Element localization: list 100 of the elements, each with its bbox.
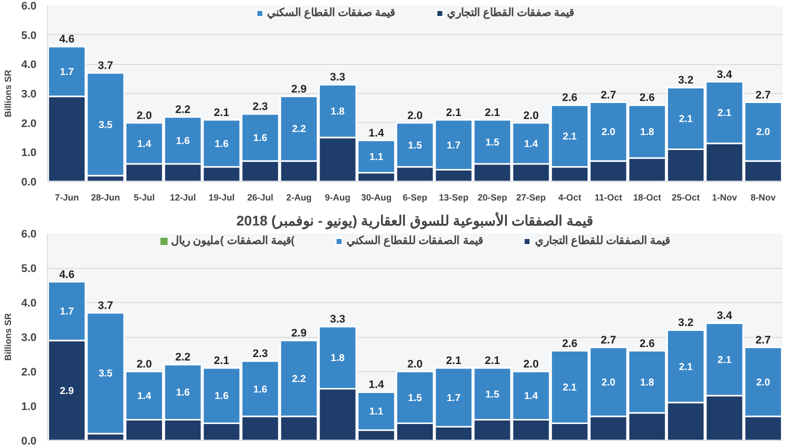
total-label: 3.4: [716, 310, 733, 322]
total-label: 2.1: [214, 355, 230, 368]
legend-label: قيمة صفقات القطاع التجاري: [447, 6, 574, 19]
data-label: 1.4: [524, 138, 538, 150]
x-tick-label: 2-Aug: [286, 192, 312, 202]
y-tick-label: 5.0: [21, 263, 37, 275]
x-tick-label: 12-Jul: [170, 192, 196, 202]
total-label: 3.4: [716, 68, 733, 81]
data-label: 1.5: [408, 140, 422, 152]
total-label: 2.3: [252, 348, 268, 360]
legend-label: قيمة الصفقات للقطاع السكني: [346, 234, 483, 247]
x-tick-label: 19-Jul: [208, 192, 235, 202]
total-label: 3.3: [330, 72, 346, 84]
x-tick-label: 27-Sep: [516, 192, 546, 202]
data-label: 3.5: [98, 368, 113, 380]
x-tick-label: 30-Aug: [361, 192, 392, 202]
data-label: 1.5: [485, 137, 500, 148]
total-label: 2.9: [291, 83, 307, 96]
x-tick-label: 8-Nov: [750, 192, 776, 202]
total-label: 3.3: [330, 314, 346, 326]
y-tick-label: 1.0: [21, 401, 37, 413]
data-label: 2.0: [756, 377, 771, 388]
y-tick-label: 2.0: [21, 366, 37, 378]
x-tick-label: 26-Jul: [247, 192, 274, 202]
total-label: 2.7: [600, 334, 616, 346]
data-label: 1.6: [214, 391, 229, 402]
total-label: 2.6: [562, 338, 578, 350]
data-label: 2.1: [562, 132, 578, 143]
total-label: 2.6: [639, 92, 655, 104]
total-label: 3.2: [678, 74, 694, 87]
data-label: 1.7: [60, 67, 74, 78]
y-axis-title: Billions SR: [3, 69, 14, 118]
total-label: 2.7: [756, 89, 771, 102]
data-label: 2.0: [756, 127, 771, 138]
data-label: 1.1: [369, 406, 384, 418]
data-label: 1.7: [446, 392, 462, 404]
total-label: 2.6: [639, 338, 655, 350]
data-label: 3.5: [98, 120, 113, 131]
x-tick-label: 28-Jun: [91, 192, 120, 202]
legend-label: قيمة الصفقات للقطاع التجاري: [534, 234, 670, 247]
data-label: 1.6: [176, 388, 190, 399]
data-label: 2.0: [601, 127, 616, 138]
x-tick-label: 6-Sep: [402, 192, 428, 202]
y-tick-label: 0.0: [21, 176, 37, 188]
total-label: 2.1: [446, 355, 462, 368]
total-label: 2.1: [484, 355, 500, 368]
data-label: 2.2: [292, 124, 306, 136]
x-tick-label: 25-Oct: [672, 192, 700, 202]
data-label: 2.1: [718, 108, 732, 120]
x-tick-label: 7-Jun: [54, 192, 79, 202]
y-tick-label: 3.0: [21, 88, 37, 100]
total-label: 1.4: [368, 127, 385, 140]
data-label: 1.5: [408, 392, 422, 404]
total-label: 2.0: [136, 110, 152, 122]
data-label: 2.1: [562, 382, 578, 394]
y-tick-label: 2.0: [21, 118, 37, 130]
data-label: 1.6: [253, 133, 268, 144]
y-axis-title: Billions SR: [3, 312, 14, 361]
x-tick-label: 4-Oct: [558, 192, 582, 202]
y-tick-label: 6.0: [21, 0, 37, 12]
total-label: 2.9: [291, 327, 307, 340]
x-tick-label: 20-Sep: [478, 192, 508, 202]
y-tick-label: 3.0: [21, 332, 37, 344]
data-label: 2.1: [718, 354, 732, 366]
data-label: 2.1: [678, 362, 694, 373]
total-label: 2.0: [407, 110, 423, 122]
y-tick-label: 1.0: [21, 147, 37, 160]
total-label: 2.2: [175, 352, 191, 364]
legend-label: قيمة صفقات القطاع السكني: [266, 6, 395, 19]
data-label: 2.9: [60, 386, 74, 397]
total-label: 2.0: [523, 358, 539, 370]
x-tick-label: 9-Aug: [324, 192, 350, 202]
data-label: 1.4: [524, 391, 538, 402]
total-label: 2.0: [136, 358, 152, 370]
y-tick-label: 6.0: [21, 228, 37, 240]
x-tick-label: 11-Oct: [594, 192, 622, 202]
data-label: 1.4: [137, 391, 152, 402]
data-label: 2.2: [292, 374, 306, 385]
total-label: 2.7: [600, 89, 616, 102]
x-tick-label: 1-Nov: [712, 192, 737, 202]
data-label: 1.4: [137, 138, 152, 150]
data-label: 1.8: [330, 353, 346, 364]
legend-label: قيمة الصفقات )مليون ريال(: [171, 234, 295, 247]
total-label: 2.6: [562, 92, 578, 104]
total-label: 1.4: [368, 379, 385, 392]
y-tick-label: 5.0: [21, 30, 37, 42]
data-label: 1.8: [330, 106, 346, 118]
total-label: 3.7: [98, 60, 114, 72]
data-label: 1.1: [369, 152, 384, 164]
data-label: 1.6: [253, 384, 268, 396]
data-label: 1.8: [640, 377, 654, 388]
total-label: 2.1: [214, 106, 230, 119]
total-label: 2.2: [175, 104, 191, 116]
data-label: 2.1: [678, 114, 694, 125]
total-label: 2.0: [523, 110, 539, 122]
x-tick-label: 18-Oct: [633, 192, 662, 202]
y-tick-label: 4.0: [21, 59, 37, 72]
data-label: 1.8: [640, 127, 654, 138]
x-tick-label: 5-Jul: [134, 192, 155, 202]
chart-title: قيمة الصفقات الأسبوعية للسوق العقارية (يونيو - نوفمبر) 2018: [236, 212, 594, 230]
